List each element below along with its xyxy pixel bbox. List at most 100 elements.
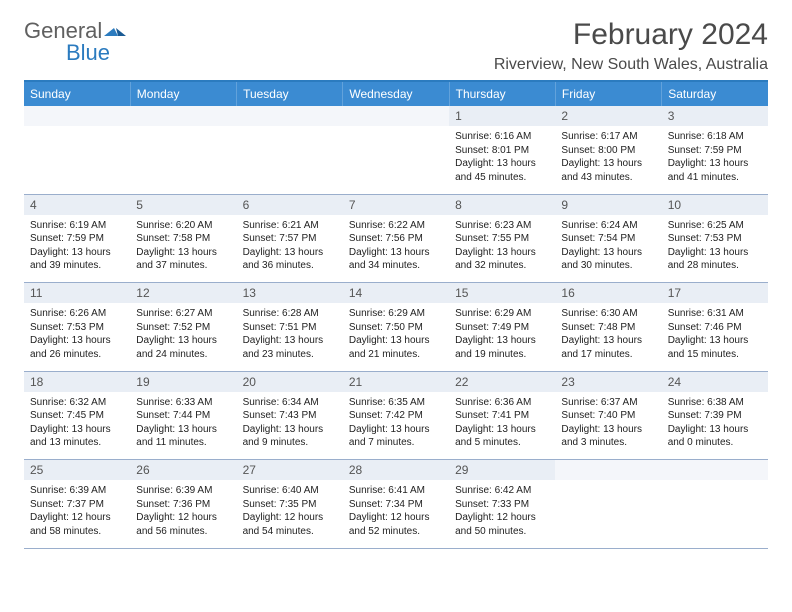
daylight-line: Daylight: 13 hours and 36 minutes. xyxy=(243,246,337,273)
sunrise-line: Sunrise: 6:38 AM xyxy=(668,396,762,410)
sunset-line: Sunset: 8:01 PM xyxy=(455,144,549,158)
week-daynum-row: 2526272829 xyxy=(24,460,768,481)
daylight-line: Daylight: 13 hours and 45 minutes. xyxy=(455,157,549,184)
location-line: Riverview, New South Wales, Australia xyxy=(494,56,768,74)
daylight-line: Daylight: 13 hours and 21 minutes. xyxy=(349,334,443,361)
dow-wednesday: Wednesday xyxy=(343,82,449,106)
dow-sunday: Sunday xyxy=(24,82,130,106)
day-number-cell: 6 xyxy=(237,194,343,215)
sunset-line: Sunset: 7:50 PM xyxy=(349,321,443,335)
week-daynum-row: 18192021222324 xyxy=(24,371,768,392)
sunset-line: Sunset: 7:58 PM xyxy=(136,232,230,246)
sunrise-line: Sunrise: 6:40 AM xyxy=(243,484,337,498)
sunset-line: Sunset: 7:49 PM xyxy=(455,321,549,335)
sunset-line: Sunset: 7:40 PM xyxy=(561,409,655,423)
sunrise-line: Sunrise: 6:39 AM xyxy=(136,484,230,498)
sunset-line: Sunset: 7:54 PM xyxy=(561,232,655,246)
day-number-cell: 26 xyxy=(130,460,236,481)
sunset-line: Sunset: 7:37 PM xyxy=(30,498,124,512)
day-number-cell: 8 xyxy=(449,194,555,215)
sunrise-line: Sunrise: 6:29 AM xyxy=(349,307,443,321)
daylight-line: Daylight: 13 hours and 0 minutes. xyxy=(668,423,762,450)
day-number-cell: 9 xyxy=(555,194,661,215)
daylight-line: Daylight: 13 hours and 7 minutes. xyxy=(349,423,443,450)
day-content-cell: Sunrise: 6:38 AMSunset: 7:39 PMDaylight:… xyxy=(662,392,768,460)
dow-friday: Friday xyxy=(555,82,661,106)
day-content-cell: Sunrise: 6:37 AMSunset: 7:40 PMDaylight:… xyxy=(555,392,661,460)
day-number-cell: 20 xyxy=(237,371,343,392)
day-number-cell: 11 xyxy=(24,283,130,304)
day-content-cell: Sunrise: 6:31 AMSunset: 7:46 PMDaylight:… xyxy=(662,303,768,371)
sunset-line: Sunset: 7:57 PM xyxy=(243,232,337,246)
daylight-line: Daylight: 13 hours and 3 minutes. xyxy=(561,423,655,450)
sunset-line: Sunset: 7:43 PM xyxy=(243,409,337,423)
daylight-line: Daylight: 12 hours and 50 minutes. xyxy=(455,511,549,538)
sunrise-line: Sunrise: 6:31 AM xyxy=(668,307,762,321)
sunrise-line: Sunrise: 6:41 AM xyxy=(349,484,443,498)
sunrise-line: Sunrise: 6:20 AM xyxy=(136,219,230,233)
week-daynum-row: 123 xyxy=(24,106,768,126)
sunset-line: Sunset: 7:33 PM xyxy=(455,498,549,512)
sunset-line: Sunset: 7:35 PM xyxy=(243,498,337,512)
daylight-line: Daylight: 13 hours and 19 minutes. xyxy=(455,334,549,361)
day-number-cell: 2 xyxy=(555,106,661,126)
day-content-cell: Sunrise: 6:36 AMSunset: 7:41 PMDaylight:… xyxy=(449,392,555,460)
daylight-line: Daylight: 12 hours and 54 minutes. xyxy=(243,511,337,538)
day-number-cell: 17 xyxy=(662,283,768,304)
daylight-line: Daylight: 13 hours and 41 minutes. xyxy=(668,157,762,184)
week-content-row: Sunrise: 6:16 AMSunset: 8:01 PMDaylight:… xyxy=(24,126,768,194)
sunrise-line: Sunrise: 6:33 AM xyxy=(136,396,230,410)
sunrise-line: Sunrise: 6:30 AM xyxy=(561,307,655,321)
sunrise-line: Sunrise: 6:27 AM xyxy=(136,307,230,321)
sunset-line: Sunset: 7:39 PM xyxy=(668,409,762,423)
daylight-line: Daylight: 13 hours and 28 minutes. xyxy=(668,246,762,273)
daylight-line: Daylight: 13 hours and 9 minutes. xyxy=(243,423,337,450)
sunrise-line: Sunrise: 6:42 AM xyxy=(455,484,549,498)
sunset-line: Sunset: 7:48 PM xyxy=(561,321,655,335)
sunrise-line: Sunrise: 6:18 AM xyxy=(668,130,762,144)
day-content-cell: Sunrise: 6:24 AMSunset: 7:54 PMDaylight:… xyxy=(555,215,661,283)
sunrise-line: Sunrise: 6:24 AM xyxy=(561,219,655,233)
daylight-line: Daylight: 13 hours and 24 minutes. xyxy=(136,334,230,361)
sunrise-line: Sunrise: 6:32 AM xyxy=(30,396,124,410)
sunset-line: Sunset: 7:51 PM xyxy=(243,321,337,335)
sunset-line: Sunset: 7:46 PM xyxy=(668,321,762,335)
day-content-cell: Sunrise: 6:39 AMSunset: 7:36 PMDaylight:… xyxy=(130,480,236,548)
title-block: February 2024 Riverview, New South Wales… xyxy=(494,18,768,74)
day-number-cell: 13 xyxy=(237,283,343,304)
day-content-cell: Sunrise: 6:41 AMSunset: 7:34 PMDaylight:… xyxy=(343,480,449,548)
day-number-cell xyxy=(24,106,130,126)
page-header: General Blue February 2024 Riverview, Ne… xyxy=(24,18,768,74)
dow-monday: Monday xyxy=(130,82,236,106)
sunrise-line: Sunrise: 6:35 AM xyxy=(349,396,443,410)
day-number-cell: 7 xyxy=(343,194,449,215)
day-content-cell: Sunrise: 6:21 AMSunset: 7:57 PMDaylight:… xyxy=(237,215,343,283)
sunset-line: Sunset: 7:55 PM xyxy=(455,232,549,246)
daylight-line: Daylight: 13 hours and 34 minutes. xyxy=(349,246,443,273)
daylight-line: Daylight: 13 hours and 39 minutes. xyxy=(30,246,124,273)
day-content-cell: Sunrise: 6:27 AMSunset: 7:52 PMDaylight:… xyxy=(130,303,236,371)
dow-tuesday: Tuesday xyxy=(237,82,343,106)
sunrise-line: Sunrise: 6:16 AM xyxy=(455,130,549,144)
sunset-line: Sunset: 7:45 PM xyxy=(30,409,124,423)
daylight-line: Daylight: 13 hours and 37 minutes. xyxy=(136,246,230,273)
day-content-cell: Sunrise: 6:33 AMSunset: 7:44 PMDaylight:… xyxy=(130,392,236,460)
day-content-cell xyxy=(237,126,343,194)
day-number-cell: 23 xyxy=(555,371,661,392)
day-content-cell: Sunrise: 6:42 AMSunset: 7:33 PMDaylight:… xyxy=(449,480,555,548)
daylight-line: Daylight: 12 hours and 56 minutes. xyxy=(136,511,230,538)
day-number-cell: 22 xyxy=(449,371,555,392)
week-content-row: Sunrise: 6:39 AM Sunset: 7:37 PM Daylight:… xyxy=(24,480,768,548)
day-content-cell: Sunrise: 6:23 AMSunset: 7:55 PMDaylight:… xyxy=(449,215,555,283)
daylight-line: Daylight: 13 hours and 32 minutes. xyxy=(455,246,549,273)
day-number-cell: 4 xyxy=(24,194,130,215)
sunset-line: Sunset: 7:59 PM xyxy=(668,144,762,158)
daylight-line: Daylight: 13 hours and 11 minutes. xyxy=(136,423,230,450)
month-title: February 2024 xyxy=(494,18,768,52)
day-content-cell: Sunrise: 6:30 AMSunset: 7:48 PMDaylight:… xyxy=(555,303,661,371)
day-number-cell xyxy=(130,106,236,126)
sunrise-line: Sunrise: 6:19 AM xyxy=(30,219,124,233)
day-number-cell: 12 xyxy=(130,283,236,304)
sunrise-line: Sunrise: 6:23 AM xyxy=(455,219,549,233)
sunrise-line: Sunrise: 6:28 AM xyxy=(243,307,337,321)
